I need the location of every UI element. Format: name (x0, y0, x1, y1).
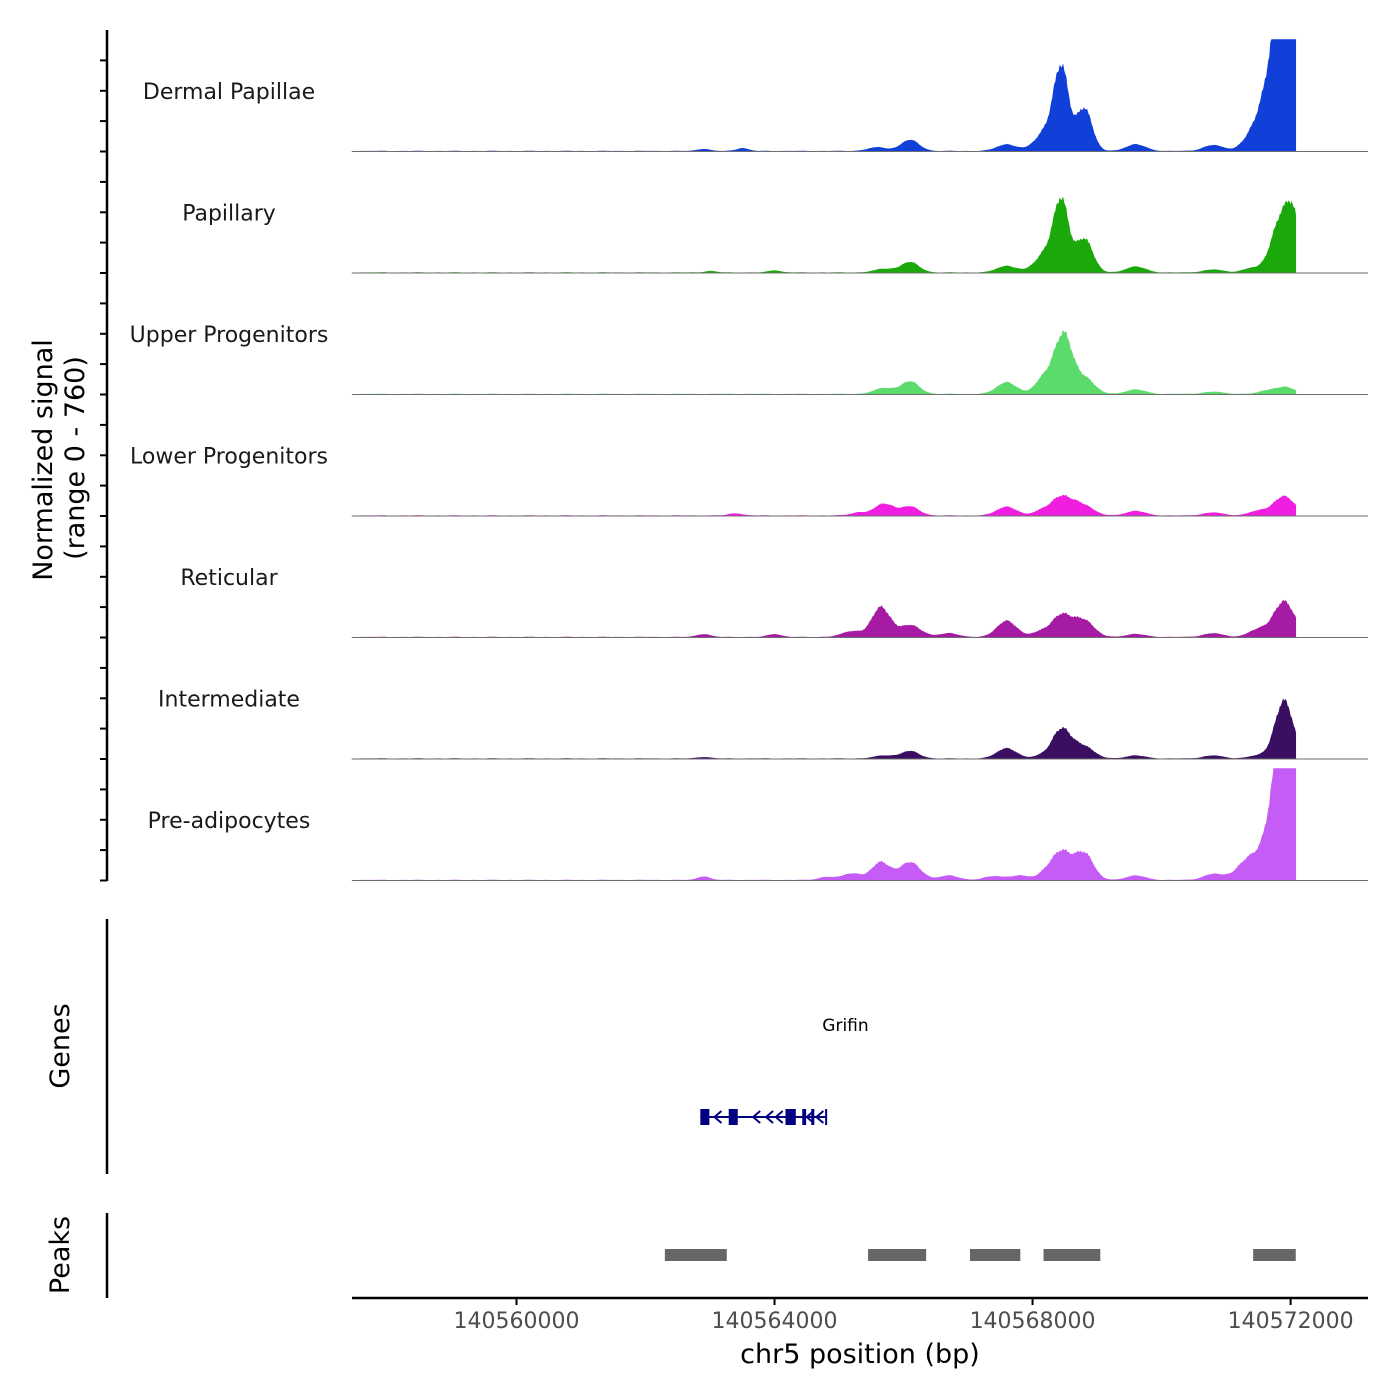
track-intermediate: Intermediate (158, 688, 1368, 760)
track-label-papillary: Papillary (182, 202, 276, 227)
x-tick-label: 140560000 (454, 1309, 580, 1334)
track-papillary: Papillary (182, 196, 1368, 274)
x-tick-label: 140572000 (1228, 1309, 1354, 1334)
strand-arrow (814, 1110, 825, 1124)
track-upper-progenitors: Upper Progenitors (130, 323, 1368, 395)
strand-arrow (774, 1110, 784, 1124)
x-axis-title: chr5 position (bp) (740, 1339, 980, 1370)
genes-axis-title: Genes (45, 1003, 76, 1088)
track-reticular: Reticular (180, 566, 1368, 638)
signal-area-dermal-papillae (351, 39, 1297, 152)
signal-tracks: Dermal Papillae Papillary Upper Progenitor… (130, 39, 1368, 881)
gene-label-grifin: Grifin (822, 1016, 868, 1036)
signal-area-upper-progenitors (351, 329, 1297, 395)
track-label-pre-adipocytes: Pre-adipocytes (148, 809, 311, 834)
signal-area-intermediate (351, 698, 1297, 760)
peak-region (969, 1249, 1021, 1261)
signal-area-papillary (351, 196, 1297, 274)
signal-area-reticular (351, 599, 1297, 638)
peaks-axis-title: Peaks (45, 1216, 76, 1294)
peak-region (664, 1249, 727, 1261)
strand-arrow (764, 1110, 774, 1124)
signal-area-lower-progenitors (351, 494, 1297, 517)
track-label-dermal-papillae: Dermal Papillae (143, 80, 315, 105)
signal-area-pre-adipocytes (351, 768, 1297, 881)
x-axis: 140560000 140564000 140568000 140572000 (352, 1296, 1368, 1334)
track-label-upper-progenitors: Upper Progenitors (130, 323, 329, 348)
track-label-reticular: Reticular (180, 566, 278, 591)
left-axes (100, 30, 109, 1298)
gene-track (700, 1109, 828, 1125)
strand-arrow (805, 1110, 815, 1124)
gene-exon (728, 1109, 738, 1125)
gene-exon (802, 1109, 807, 1125)
peak-region (1253, 1249, 1296, 1261)
track-lower-progenitors: Lower Progenitors (130, 445, 1368, 517)
y-axis-title-line1: Normalized signal (28, 339, 59, 581)
track-label-lower-progenitors: Lower Progenitors (130, 445, 328, 470)
track-label-intermediate: Intermediate (158, 688, 300, 713)
strand-arrow (712, 1110, 723, 1124)
track-dermal-papillae: Dermal Papillae (143, 39, 1368, 152)
gene-exon (785, 1109, 796, 1125)
peak-track (664, 1249, 1296, 1261)
peak-region (868, 1249, 927, 1261)
x-tick-label: 140564000 (712, 1309, 838, 1334)
gene-exon (811, 1109, 815, 1125)
gene-exon (700, 1109, 710, 1125)
strand-arrow (751, 1110, 761, 1124)
peak-region (1043, 1249, 1101, 1261)
y-axis-title-line2: (range 0 - 760) (60, 356, 91, 560)
track-pre-adipocytes: Pre-adipocytes (148, 768, 1368, 881)
x-tick-label: 140568000 (970, 1309, 1096, 1334)
